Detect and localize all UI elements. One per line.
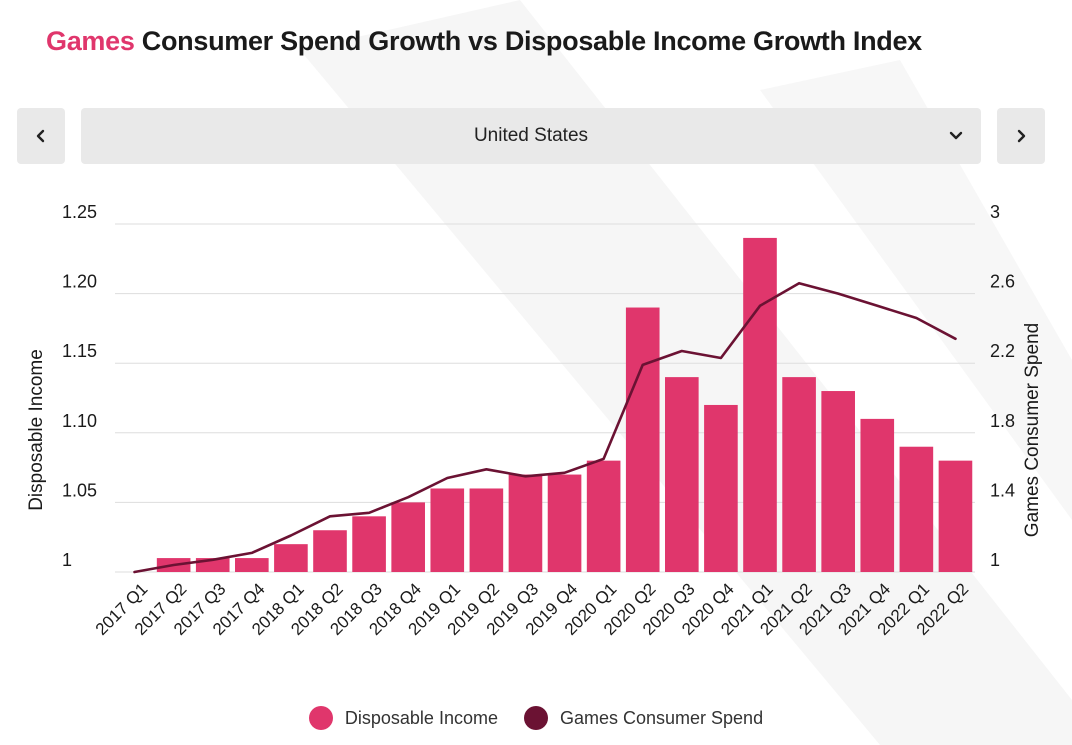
y2-tick-label: 2.2 [990,341,1015,361]
bar[interactable] [899,446,934,572]
region-dropdown-value: United States [473,125,589,146]
y2-tick-label: 3 [990,202,1000,222]
right-axis-ticks: 1 1.4 1.8 2.2 2.6 3 [990,202,1015,570]
title-text: Consumer Spend Growth vs Disposable Inco… [134,26,922,56]
legend-swatch-games-consumer-spend [523,706,548,730]
chevron-left-icon [36,129,45,143]
legend-item-games-consumer-spend[interactable]: Games Consumer Spend [523,706,764,730]
y2-tick-label: 1.8 [990,411,1015,431]
legend-item-disposable-income[interactable]: Disposable Income [308,706,498,730]
bar-series-disposable-income [156,237,973,573]
y-tick-label: 1.10 [62,411,97,431]
bar[interactable] [821,391,855,572]
line-series-games-consumer-spend [133,281,957,574]
y-tick-label: 1 [62,550,72,570]
chevron-right-icon [1017,129,1026,143]
bar[interactable] [625,307,660,572]
y-tick-label: 1.15 [62,341,97,361]
bar[interactable] [743,237,777,573]
bar[interactable] [860,418,895,572]
legend-label-disposable-income: Disposable Income [344,707,498,728]
legend-label-games-consumer-spend: Games Consumer Spend [559,707,764,728]
bar[interactable] [547,474,582,572]
bar[interactable] [430,488,465,572]
left-axis-ticks: 1 1.05 1.10 1.15 1.20 1.25 [62,202,97,570]
y2-tick-label: 1 [990,550,1000,570]
bar[interactable] [782,377,816,572]
bar[interactable] [313,530,347,572]
series-line[interactable] [133,281,957,574]
chevron-down-icon [949,131,963,140]
bar[interactable] [274,544,308,572]
combo-chart: 1 1.05 1.10 1.15 1.20 1.25 1 1.4 1.8 2.2 2.6 3 201… [26,202,1043,639]
bar[interactable] [586,460,621,572]
y-axis-label: Disposable Income [26,349,47,511]
next-button[interactable] [997,108,1045,164]
y2-axis-label: Games Consumer Spend [1022,323,1043,537]
bar[interactable] [938,460,973,572]
y2-tick-label: 1.4 [990,480,1015,500]
legend-swatch-disposable-income [308,706,333,730]
y-tick-label: 1.25 [62,202,97,222]
y-tick-label: 1.20 [62,272,97,292]
chart-title: Games Consumer Spend Growth vs Disposabl… [46,26,922,57]
title-accent: Games [46,26,135,56]
bar[interactable] [235,558,269,572]
bar[interactable] [469,488,504,572]
bar[interactable] [352,516,386,572]
y2-tick-label: 2.6 [990,272,1015,292]
previous-button[interactable] [17,108,65,164]
bar[interactable] [665,377,699,572]
bar[interactable] [508,474,543,572]
legend: Disposable Income Games Consumer Spend [0,702,1072,734]
bar[interactable] [391,502,425,572]
y-tick-label: 1.05 [62,480,97,500]
region-dropdown[interactable]: United States [81,108,981,164]
bar[interactable] [704,404,738,572]
